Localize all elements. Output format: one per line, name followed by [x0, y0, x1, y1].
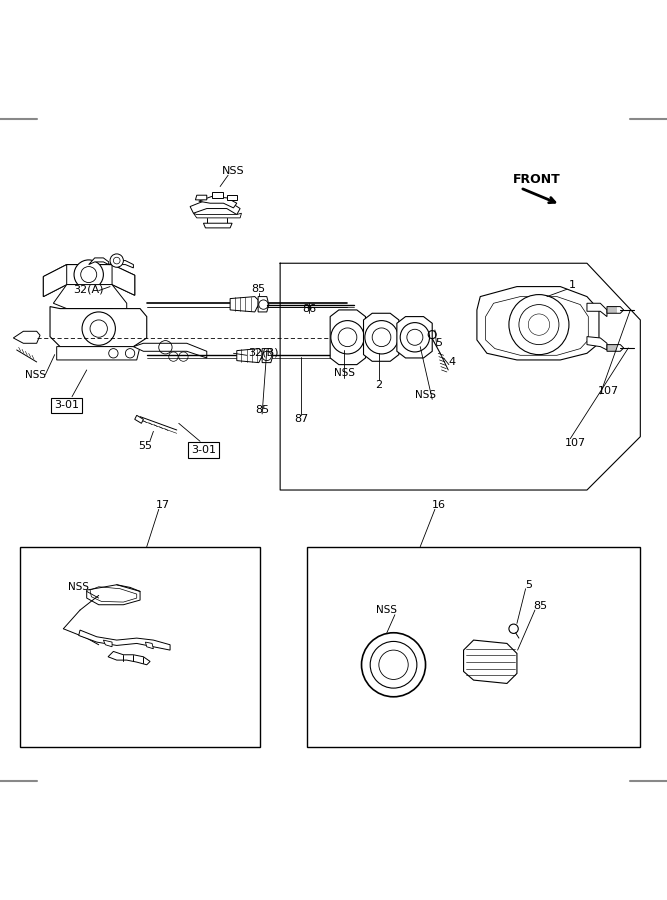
- Text: 55: 55: [139, 441, 152, 451]
- Circle shape: [331, 320, 364, 354]
- Text: 107: 107: [564, 438, 586, 448]
- Polygon shape: [112, 265, 135, 295]
- Polygon shape: [237, 348, 262, 363]
- Text: 85: 85: [255, 405, 269, 415]
- Polygon shape: [607, 307, 624, 313]
- Polygon shape: [364, 313, 399, 361]
- Polygon shape: [108, 652, 150, 665]
- Text: 86: 86: [301, 303, 316, 313]
- Text: 87: 87: [294, 414, 309, 424]
- Text: NSS: NSS: [376, 605, 398, 615]
- Polygon shape: [87, 585, 140, 605]
- Polygon shape: [199, 196, 237, 208]
- Polygon shape: [195, 195, 207, 200]
- Text: 85: 85: [251, 284, 266, 293]
- Polygon shape: [109, 261, 133, 268]
- Polygon shape: [193, 213, 241, 218]
- Polygon shape: [587, 337, 607, 350]
- Polygon shape: [227, 195, 237, 200]
- Circle shape: [400, 322, 430, 352]
- Polygon shape: [397, 317, 432, 358]
- Bar: [20, 546, 260, 747]
- Text: NSS: NSS: [68, 581, 89, 591]
- Circle shape: [362, 633, 426, 697]
- Text: 16: 16: [432, 500, 446, 509]
- Polygon shape: [43, 265, 135, 297]
- Circle shape: [74, 260, 103, 289]
- Text: 107: 107: [598, 386, 619, 396]
- Polygon shape: [607, 345, 624, 351]
- Polygon shape: [89, 258, 109, 265]
- Polygon shape: [103, 640, 112, 647]
- Circle shape: [509, 294, 569, 355]
- Text: 3-01: 3-01: [191, 445, 216, 455]
- Circle shape: [365, 320, 398, 354]
- Polygon shape: [230, 297, 258, 312]
- Text: 5: 5: [526, 580, 532, 590]
- Polygon shape: [212, 192, 223, 198]
- Text: FRONT: FRONT: [513, 173, 561, 185]
- Polygon shape: [587, 303, 607, 317]
- Polygon shape: [133, 343, 207, 358]
- Text: 3-01: 3-01: [54, 400, 79, 410]
- Circle shape: [82, 312, 115, 346]
- Polygon shape: [258, 297, 269, 312]
- Text: NSS: NSS: [25, 370, 46, 380]
- Polygon shape: [330, 310, 366, 364]
- Polygon shape: [57, 346, 140, 360]
- Polygon shape: [262, 348, 273, 363]
- Text: NSS: NSS: [415, 391, 436, 401]
- Text: 4: 4: [449, 357, 456, 367]
- Polygon shape: [135, 415, 143, 423]
- Text: 32(A): 32(A): [73, 284, 104, 294]
- Text: NSS: NSS: [334, 368, 355, 378]
- Text: 1: 1: [569, 280, 576, 290]
- Text: 17: 17: [155, 500, 170, 509]
- Bar: [307, 546, 640, 747]
- Text: 2: 2: [376, 380, 382, 390]
- Polygon shape: [43, 265, 67, 297]
- Circle shape: [370, 642, 417, 688]
- Polygon shape: [203, 223, 232, 228]
- Polygon shape: [53, 284, 127, 317]
- Polygon shape: [190, 200, 240, 214]
- Text: 5: 5: [436, 338, 442, 348]
- Polygon shape: [50, 307, 147, 346]
- Polygon shape: [145, 642, 153, 649]
- Text: 85: 85: [533, 601, 548, 611]
- Text: 32(B): 32(B): [248, 347, 279, 357]
- Text: NSS: NSS: [222, 166, 245, 176]
- Polygon shape: [464, 640, 517, 683]
- Polygon shape: [477, 286, 599, 360]
- Circle shape: [110, 254, 123, 267]
- Polygon shape: [79, 630, 170, 650]
- Circle shape: [379, 650, 408, 680]
- Polygon shape: [13, 331, 40, 343]
